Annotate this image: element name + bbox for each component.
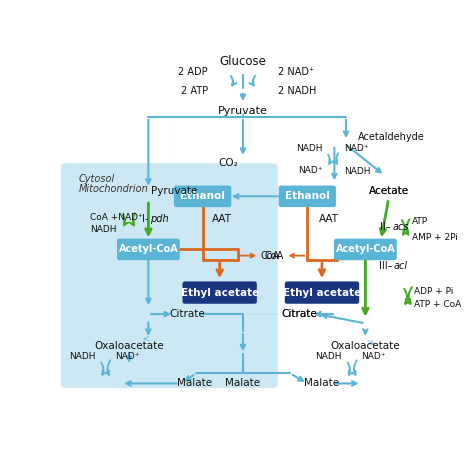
FancyBboxPatch shape	[182, 282, 257, 304]
Text: II–: II–	[380, 222, 391, 232]
Text: 2 NADH: 2 NADH	[278, 86, 316, 96]
Text: 2 ADP: 2 ADP	[178, 67, 208, 77]
Text: Ethanol: Ethanol	[285, 191, 330, 201]
Text: AMP + 2Pi: AMP + 2Pi	[412, 233, 458, 242]
Text: Oxaloacetate: Oxaloacetate	[330, 342, 400, 352]
Text: Citrate: Citrate	[282, 309, 318, 319]
Text: NAD⁺: NAD⁺	[362, 352, 386, 361]
Text: NADH: NADH	[296, 144, 323, 153]
FancyBboxPatch shape	[117, 239, 180, 260]
Text: 2 NAD⁺: 2 NAD⁺	[278, 67, 314, 77]
Text: NAD⁺: NAD⁺	[298, 167, 323, 176]
Text: Acetyl-CoA: Acetyl-CoA	[336, 244, 395, 255]
Text: NADH: NADH	[316, 352, 342, 361]
Text: Mitochondrion: Mitochondrion	[79, 184, 148, 194]
Text: Cytosol: Cytosol	[79, 174, 115, 185]
Text: 2 ATP: 2 ATP	[181, 86, 208, 96]
Text: NADH: NADH	[344, 167, 370, 176]
Text: Glucose: Glucose	[219, 55, 266, 68]
Text: NADH: NADH	[69, 352, 96, 361]
FancyBboxPatch shape	[174, 185, 231, 207]
Text: Acetate: Acetate	[369, 186, 409, 196]
Text: Malate: Malate	[304, 379, 339, 388]
Text: Acetyl-CoA: Acetyl-CoA	[118, 244, 178, 255]
Text: Ethyl acetate: Ethyl acetate	[283, 287, 361, 298]
Text: CoA: CoA	[264, 251, 284, 260]
Text: acl: acl	[394, 261, 408, 271]
Text: Citrate: Citrate	[282, 309, 318, 319]
FancyBboxPatch shape	[285, 282, 359, 304]
Text: NADH: NADH	[90, 225, 117, 234]
Text: Ethyl acetate: Ethyl acetate	[181, 287, 259, 298]
Text: Acetaldehyde: Acetaldehyde	[357, 132, 424, 142]
Text: pdh: pdh	[150, 215, 169, 224]
Text: Citrate: Citrate	[169, 309, 205, 319]
Text: ATP + CoA: ATP + CoA	[414, 300, 462, 309]
Text: ADP + Pi: ADP + Pi	[414, 286, 454, 295]
FancyBboxPatch shape	[61, 163, 278, 388]
Text: Malate: Malate	[177, 379, 212, 388]
Text: NAD⁺: NAD⁺	[344, 144, 368, 153]
Text: Pyruvate: Pyruvate	[218, 106, 268, 116]
FancyBboxPatch shape	[334, 239, 397, 260]
Text: AAT: AAT	[319, 215, 339, 224]
Text: Acetate: Acetate	[369, 186, 409, 196]
Text: Ethanol: Ethanol	[180, 191, 225, 201]
Text: CoA: CoA	[261, 251, 280, 260]
Text: Pyruvate: Pyruvate	[151, 186, 197, 196]
Text: ATP: ATP	[412, 217, 428, 226]
Text: I-: I-	[142, 215, 148, 224]
Text: Oxaloacetate: Oxaloacetate	[94, 342, 164, 352]
Text: NAD⁺: NAD⁺	[115, 352, 139, 361]
Text: acs: acs	[392, 222, 409, 232]
Text: III–: III–	[379, 261, 392, 271]
Text: CoA +NAD⁺: CoA +NAD⁺	[90, 213, 143, 222]
Text: AAT: AAT	[212, 215, 232, 224]
Text: Malate: Malate	[225, 379, 261, 388]
FancyBboxPatch shape	[279, 185, 336, 207]
Text: CO₂: CO₂	[219, 158, 238, 168]
